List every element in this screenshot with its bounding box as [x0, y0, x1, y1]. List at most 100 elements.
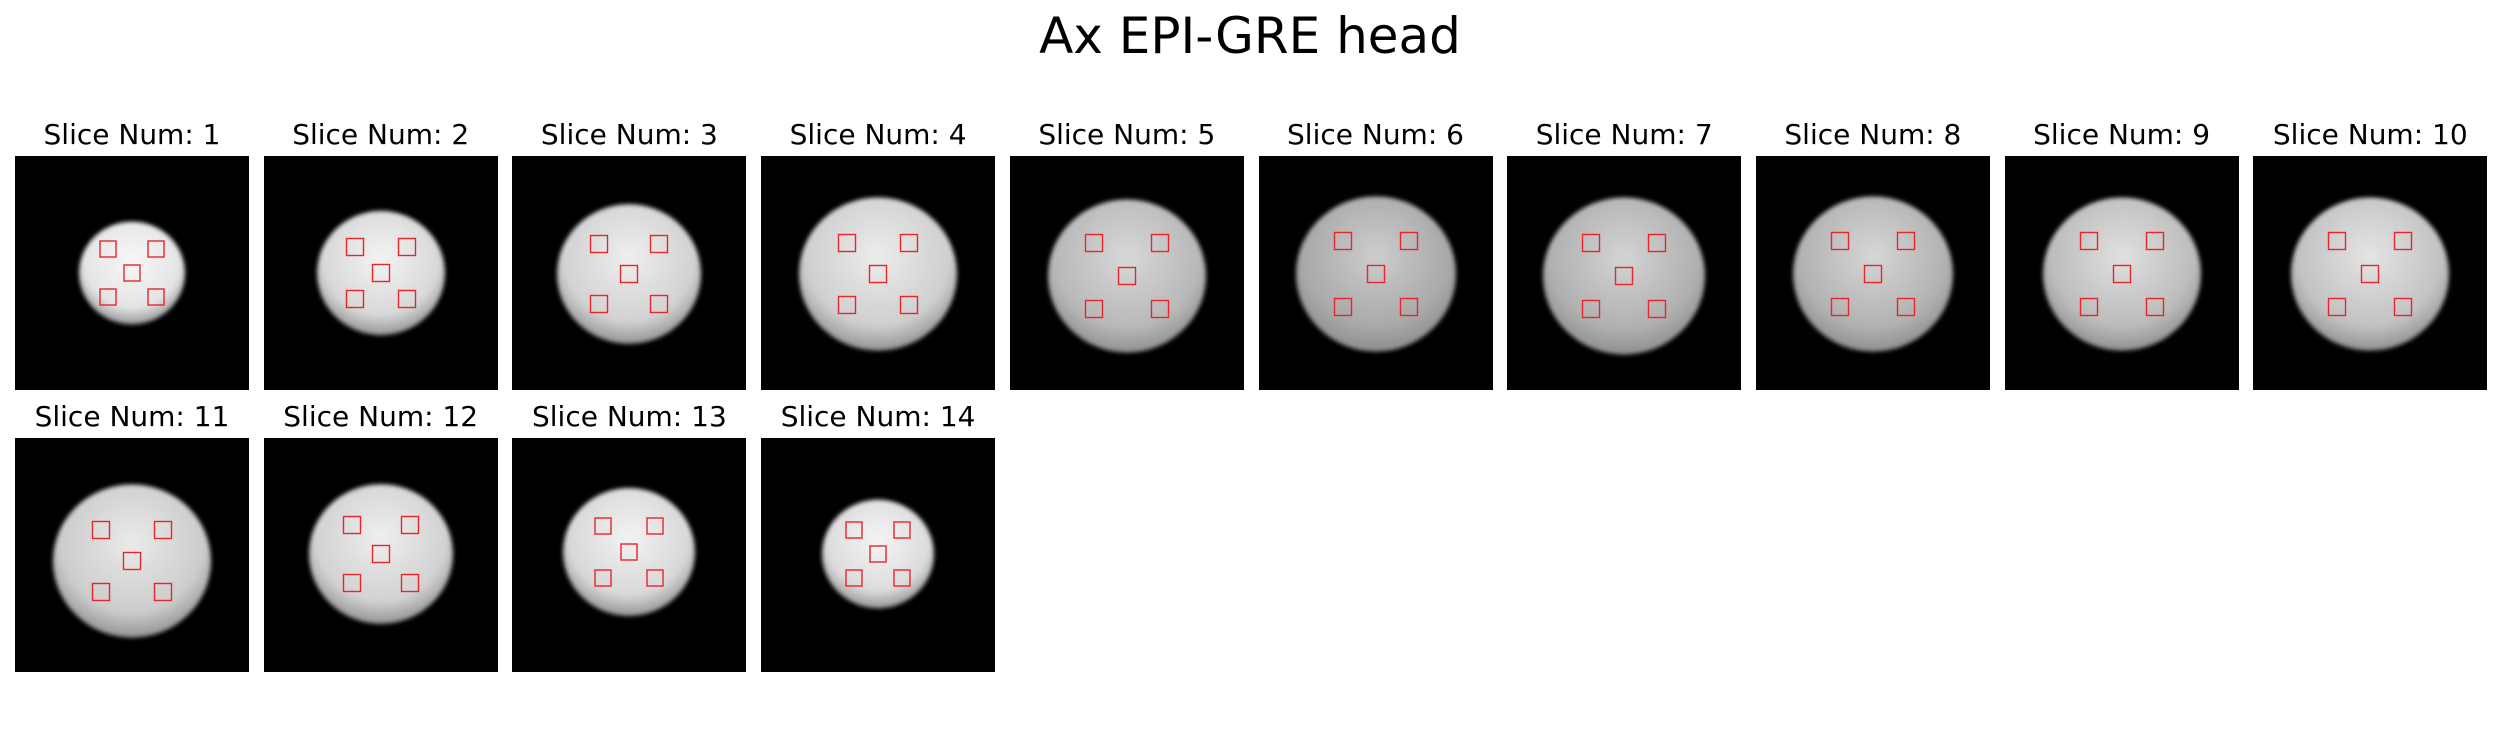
roi-box	[594, 569, 613, 587]
phantom-disc	[79, 221, 185, 325]
roi-box	[342, 573, 361, 593]
mri-slice-image	[761, 156, 996, 390]
slice-label: Slice Num: 9	[2033, 118, 2211, 151]
roi-box	[650, 294, 669, 314]
roi-box	[2328, 297, 2347, 317]
phantom-disc	[557, 204, 702, 344]
roi-box	[590, 294, 609, 314]
roi-box	[869, 545, 887, 563]
roi-box	[123, 264, 141, 282]
slice-label: Slice Num: 4	[789, 118, 967, 151]
roi-box	[400, 573, 419, 593]
roi-box	[646, 569, 665, 587]
phantom-disc	[563, 487, 696, 617]
phantom-disc	[1047, 199, 1206, 353]
roi-box	[845, 569, 863, 587]
slice-label: Slice Num: 1	[43, 118, 221, 151]
roi-box	[893, 521, 911, 539]
slice-label: Slice Num: 2	[292, 118, 470, 151]
roi-box	[1150, 299, 1169, 319]
roi-box	[1581, 299, 1601, 319]
roi-box	[1150, 233, 1169, 253]
roi-box	[1614, 266, 1634, 286]
roi-box	[99, 240, 117, 258]
roi-box	[1830, 297, 1850, 317]
roi-box	[371, 263, 390, 283]
roi-box	[620, 543, 639, 561]
slice-label: Slice Num: 6	[1287, 118, 1464, 151]
roi-box	[1366, 264, 1385, 284]
mri-slice-image	[1755, 156, 1990, 390]
roi-box	[400, 515, 419, 535]
figure-title: Ax EPI-GRE head	[1039, 7, 1461, 65]
roi-box	[397, 237, 416, 257]
roi-box	[594, 517, 613, 535]
mri-slice-image	[1258, 156, 1493, 390]
phantom-disc	[1295, 196, 1456, 352]
slice-label: Slice Num: 12	[283, 400, 479, 433]
slice-label: Slice Num: 8	[1784, 118, 1962, 151]
mri-slice-image	[15, 438, 249, 672]
roi-box	[646, 517, 665, 535]
roi-box	[1333, 231, 1352, 251]
roi-box	[650, 234, 669, 254]
roi-box	[1084, 299, 1103, 319]
roi-box	[397, 289, 416, 309]
roi-box	[2394, 297, 2413, 317]
phantom-disc	[2291, 197, 2450, 351]
slice-label: Slice Num: 11	[34, 400, 230, 433]
roi-box	[99, 288, 117, 306]
phantom-disc	[53, 484, 211, 638]
roi-box	[868, 264, 888, 284]
roi-box	[899, 233, 919, 253]
mri-slice-image	[761, 438, 996, 672]
mri-slice-image	[263, 156, 498, 390]
roi-box	[1896, 231, 1916, 251]
roi-box	[345, 289, 364, 309]
roi-box	[147, 288, 165, 306]
phantom-disc	[316, 210, 445, 336]
roi-box	[837, 233, 857, 253]
mri-slice-image	[512, 156, 747, 390]
mri-slice-image	[263, 438, 498, 672]
roi-box	[1647, 233, 1667, 253]
roi-box	[1581, 233, 1601, 253]
roi-box	[1117, 266, 1136, 286]
roi-box	[845, 521, 863, 539]
mri-slice-image	[15, 156, 249, 390]
roi-box	[893, 569, 911, 587]
roi-box	[2079, 231, 2098, 251]
roi-box	[1830, 231, 1850, 251]
roi-box	[2112, 264, 2131, 284]
roi-box	[2394, 231, 2413, 251]
roi-box	[2145, 297, 2164, 317]
phantom-disc	[2042, 197, 2201, 351]
phantom-disc	[1792, 196, 1953, 352]
roi-box	[2361, 264, 2380, 284]
mri-slice-image	[2253, 156, 2488, 390]
mri-slice-image	[1009, 156, 1244, 390]
mri-slice-image	[1507, 156, 1742, 390]
roi-box	[620, 264, 639, 284]
slice-label: Slice Num: 10	[2272, 118, 2468, 151]
roi-box	[91, 582, 111, 602]
roi-box	[1333, 297, 1352, 317]
roi-box	[2079, 297, 2098, 317]
roi-box	[147, 240, 165, 258]
roi-box	[1399, 231, 1418, 251]
roi-box	[1863, 264, 1883, 284]
slice-label: Slice Num: 7	[1535, 118, 1713, 151]
roi-box	[837, 295, 857, 315]
roi-box	[2145, 231, 2164, 251]
roi-box	[2328, 231, 2347, 251]
mri-slice-image	[2004, 156, 2239, 390]
roi-box	[122, 551, 142, 571]
slice-label: Slice Num: 13	[531, 400, 727, 433]
roi-box	[371, 544, 390, 564]
roi-box	[1084, 233, 1103, 253]
slice-label: Slice Num: 3	[540, 118, 718, 151]
phantom-disc	[1543, 197, 1706, 355]
roi-box	[91, 520, 111, 540]
mri-slice-image	[512, 438, 747, 672]
phantom-disc	[799, 197, 958, 351]
